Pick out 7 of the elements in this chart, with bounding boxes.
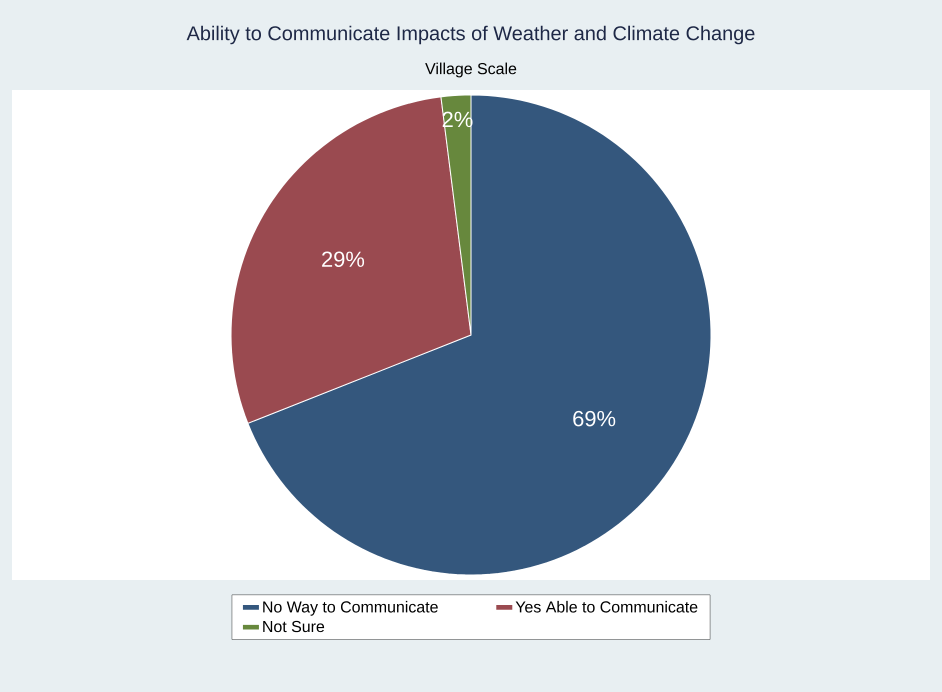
- legend-label: Yes Able to Communicate: [516, 600, 698, 613]
- legend-label: Not Sure: [263, 620, 324, 632]
- chart-title: Ability to Communicate Impacts of Weather and Climate Change: [186, 26, 754, 44]
- chart-subtitle: Village Scale: [425, 62, 516, 78]
- data-label: 69%: [573, 410, 616, 426]
- legend-label: No Way to Communicate: [263, 600, 438, 616]
- data-label: 29%: [322, 251, 364, 267]
